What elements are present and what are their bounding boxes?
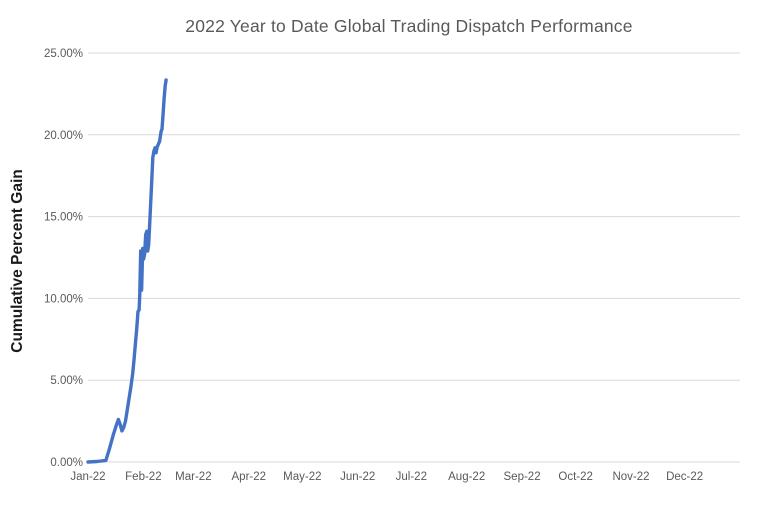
series-line [86, 78, 168, 464]
y-tick-label: 5.00% [50, 375, 83, 387]
x-tick-label: Mar-22 [175, 471, 211, 483]
x-tick-label: Sep-22 [504, 471, 541, 483]
y-tick-label: 15.00% [44, 212, 83, 224]
y-tick-label: 25.00% [44, 48, 83, 60]
x-tick-label: May-22 [283, 471, 321, 483]
x-tick-label: Feb-22 [125, 471, 161, 483]
y-tick-label: 10.00% [44, 293, 83, 305]
x-tick-label: Jun-22 [340, 471, 375, 483]
x-tick-label: Dec-22 [666, 471, 703, 483]
y-tick-label: 0.00% [50, 457, 83, 469]
x-tick-label: Jan-22 [70, 471, 105, 483]
x-tick-label: Oct-22 [558, 471, 593, 483]
x-tick-label: Apr-22 [232, 471, 267, 483]
x-tick-label: Nov-22 [612, 471, 649, 483]
chart-title: 2022 Year to Date Global Trading Dispatc… [185, 16, 633, 36]
x-tick-label: Aug-22 [448, 471, 485, 483]
y-tick-label: 20.00% [44, 130, 83, 142]
x-tick-label: Jul-22 [396, 471, 427, 483]
